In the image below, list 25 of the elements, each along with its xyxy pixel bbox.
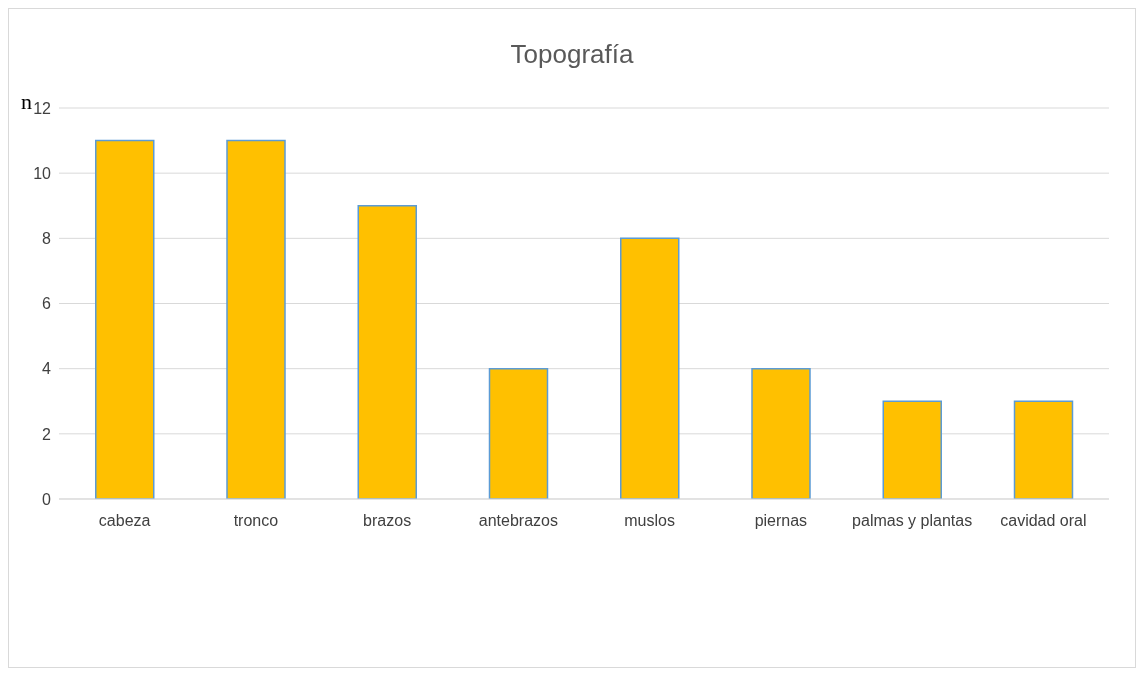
y-tick-label: 8 (42, 230, 52, 248)
x-tick-label: palmas y plantas (852, 512, 973, 530)
bar (488, 367, 549, 499)
y-tick-label: 0 (42, 490, 52, 508)
bar (357, 205, 417, 499)
x-tick-label: cabeza (98, 512, 151, 530)
y-tick-label: 6 (42, 295, 52, 313)
bar (620, 237, 680, 499)
bar (1013, 400, 1074, 499)
x-tick-label: antebrazos (478, 512, 558, 530)
y-tick-label: 2 (42, 425, 52, 443)
y-tick-label: 10 (33, 164, 52, 182)
x-tick-label: tronco (233, 512, 279, 530)
bar (95, 139, 155, 499)
x-tick-label: muslos (624, 512, 675, 530)
y-tick-label: 12 (33, 99, 52, 117)
bar (882, 400, 942, 499)
x-tick-label: piernas (754, 512, 808, 530)
y-tick-label: 4 (42, 360, 52, 378)
x-tick-label: brazos (363, 512, 412, 530)
bar (751, 367, 811, 499)
x-tick-label: cavidad oral (1000, 512, 1087, 530)
y-axis-title: n (21, 89, 32, 115)
chart-title: Topografía (509, 39, 635, 70)
bar (226, 139, 286, 499)
